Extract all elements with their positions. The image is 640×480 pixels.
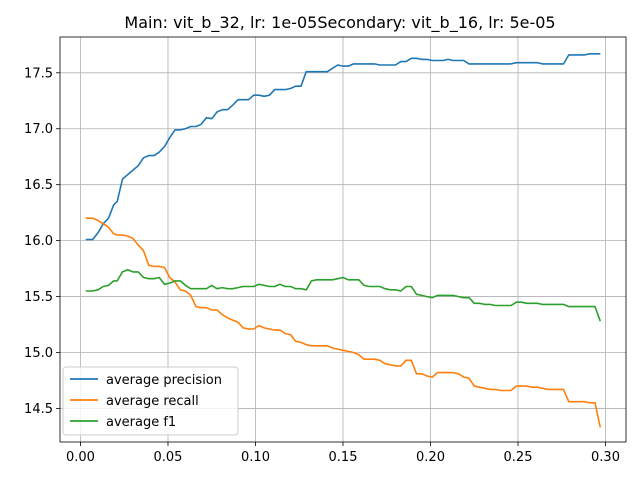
series-line-recall [85,217,602,428]
legend-label-precision: average precision [106,373,222,388]
y-tick-label: 14.5 [24,402,53,417]
x-tick-label: 0.25 [504,450,533,465]
x-tick-label: 0.10 [241,450,270,465]
x-tick-label: 0.15 [329,450,358,465]
y-tick-label: 16.0 [24,234,53,249]
y-axis-ticks: 14.5 15.0 15.5 16.0 16.5 17.0 17.5 [24,66,60,417]
y-tick-label: 15.0 [24,346,53,361]
chart-title: Main: vit_b_32, lr: 1e-05Secondary: vit_… [124,13,555,33]
legend: average precision average recall average… [62,366,239,436]
y-tick-label: 17.5 [24,66,53,81]
y-tick-label: 17.0 [24,122,53,137]
x-tick-label: 0.30 [591,450,620,465]
series-lines [85,52,602,428]
y-tick-label: 16.5 [24,178,53,193]
x-tick-label: 0.00 [66,450,95,465]
y-tick-label: 15.5 [24,290,53,305]
x-tick-label: 0.20 [416,450,445,465]
x-axis-ticks: 0.00 0.05 0.10 0.15 0.20 0.25 0.30 [66,442,620,465]
series-line-precision [85,52,601,241]
series-line-f1 [85,268,602,322]
legend-box [62,366,239,436]
legend-label-recall: average recall [106,394,199,409]
x-tick-label: 0.05 [154,450,183,465]
legend-label-f1: average f1 [106,415,176,430]
